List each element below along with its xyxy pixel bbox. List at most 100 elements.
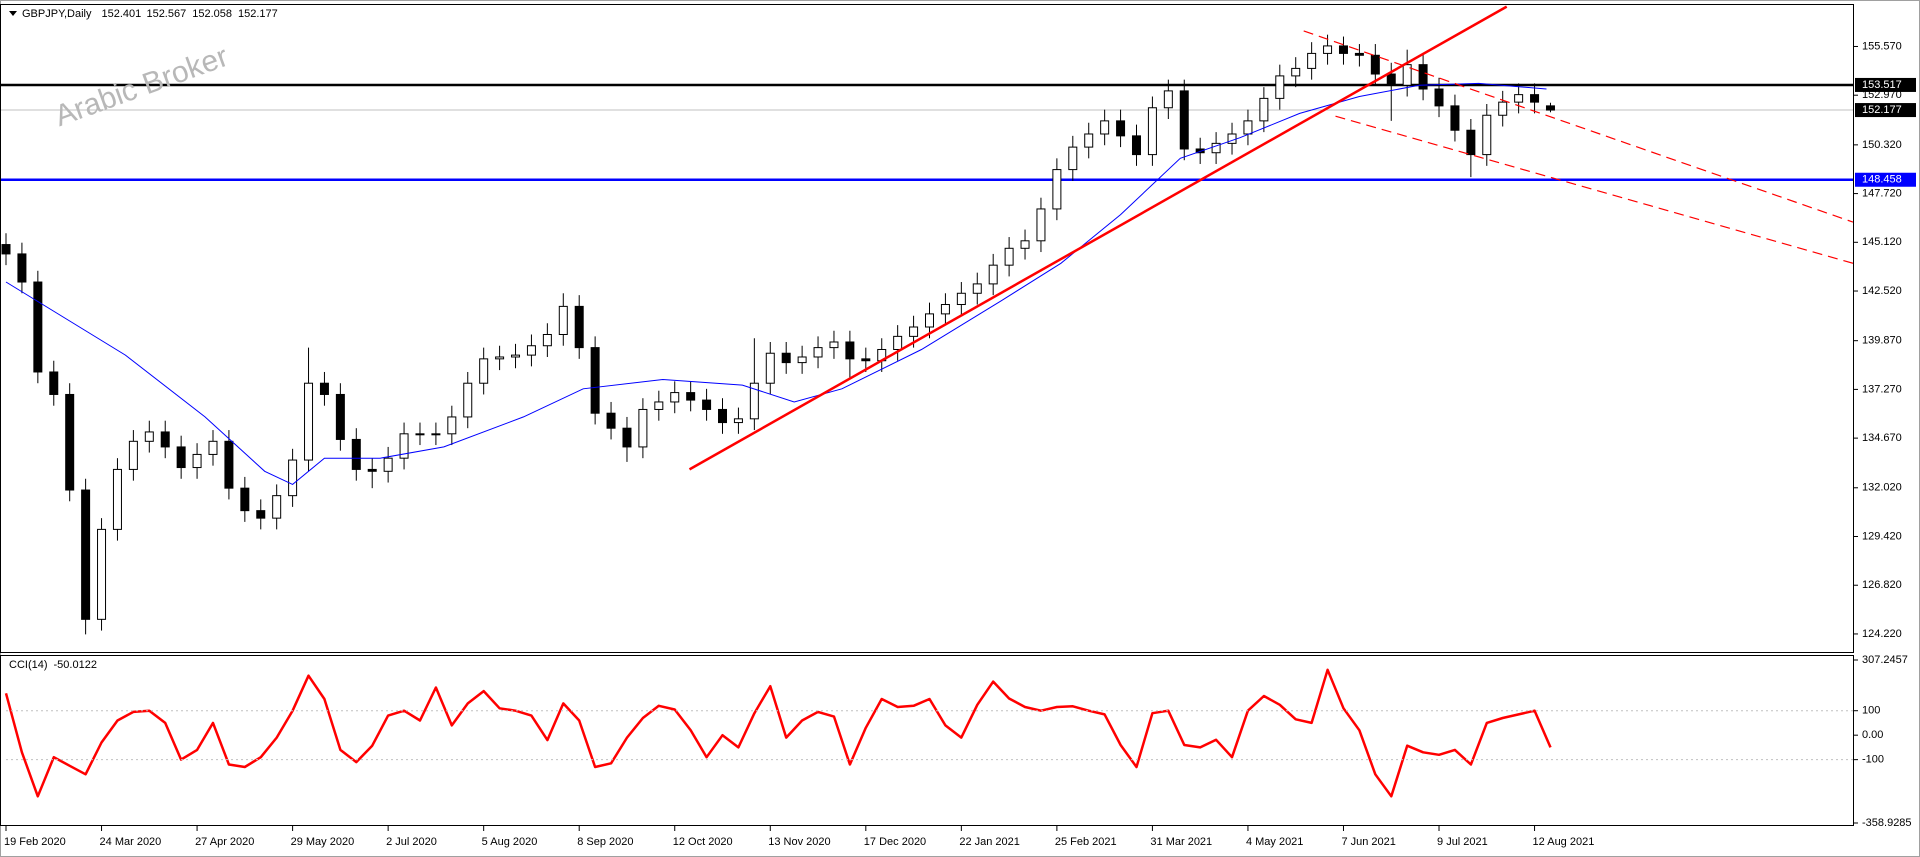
candle-body	[861, 358, 871, 362]
candle-body	[574, 305, 584, 349]
candle-body	[1211, 142, 1221, 154]
candle-body	[845, 341, 855, 360]
x-tick-label: 4 May 2021	[1246, 836, 1303, 848]
x-tick-label: 12 Oct 2020	[673, 836, 733, 848]
candle-body	[749, 382, 759, 420]
candle-body	[670, 392, 680, 403]
candle-body	[351, 438, 361, 470]
candle-body	[526, 345, 536, 356]
marks: 155.570 152.970 150.320 147.720 145.120 142.5…	[4, 40, 1912, 848]
candle-body	[495, 356, 505, 360]
trend-line	[688, 5, 1508, 471]
candle-body	[383, 457, 393, 472]
candle-body	[558, 305, 568, 335]
y-tick-label: 139.870	[1862, 335, 1902, 347]
candle-body	[33, 281, 43, 373]
candle-body	[1116, 120, 1126, 137]
candle-body	[542, 333, 552, 347]
y-tick-label: 126.820	[1862, 579, 1902, 591]
x-tick-label: 24 Mar 2020	[100, 836, 162, 848]
candle-body	[1020, 240, 1030, 249]
cci-title: CCI(14)	[9, 659, 48, 671]
candle-body	[511, 354, 521, 358]
candle-body	[1147, 107, 1157, 156]
y-tick-label: 134.670	[1862, 432, 1902, 444]
candle-body	[97, 528, 107, 620]
x-tick-label: 29 May 2020	[291, 836, 355, 848]
candle-body	[1243, 120, 1253, 135]
y-tick-label: 155.570	[1862, 40, 1902, 52]
candle-body	[288, 459, 298, 497]
x-tick-label: 2 Jul 2020	[386, 836, 437, 848]
candle-body	[1386, 73, 1396, 86]
candle-body	[447, 416, 457, 435]
header-low: 152.058	[192, 8, 232, 20]
moving-average	[5, 82, 1547, 485]
y-tick-label: 132.020	[1862, 482, 1902, 494]
candle-body	[319, 382, 329, 395]
cci-last-value: -50.0122	[54, 659, 97, 671]
candle-body	[272, 495, 282, 519]
candle-body	[176, 446, 186, 469]
y-tick-label: 0.00	[1862, 729, 1883, 741]
candle-body	[240, 487, 250, 512]
candle-body	[112, 468, 122, 530]
candle-body	[1450, 105, 1460, 131]
candle-body	[160, 431, 170, 448]
candle-body	[304, 382, 314, 461]
candle-body	[208, 440, 218, 455]
x-tick-label: 9 Jul 2021	[1437, 836, 1488, 848]
candle-body	[1131, 135, 1141, 156]
cci-header: CCI(14) -50.0122	[9, 659, 97, 671]
candle-body	[1227, 133, 1237, 144]
x-tick-label: 27 Apr 2020	[195, 836, 254, 848]
candle-body	[463, 382, 473, 418]
symbol-title: GBPJPY,Daily	[22, 8, 92, 20]
candle-body	[1307, 52, 1317, 69]
price-labels: 152.177 153.517 148.458	[1855, 77, 1916, 187]
y-tick-label: 152.970	[1862, 89, 1902, 101]
header-close: 152.177	[238, 8, 278, 20]
x-tick-label: 7 Jun 2021	[1341, 836, 1395, 848]
candle-body	[1291, 67, 1301, 77]
candle-body	[224, 440, 234, 489]
candle-body	[1195, 148, 1205, 154]
x-tick-label: 31 Mar 2021	[1150, 836, 1212, 848]
candle-body	[956, 292, 966, 306]
candle-body	[988, 264, 998, 285]
y-tick-label: 307.2457	[1862, 654, 1908, 666]
candle-body	[925, 313, 934, 328]
x-tick-label: 19 Feb 2020	[4, 836, 66, 848]
candle-body	[144, 431, 154, 442]
candle-body	[1482, 114, 1492, 156]
candle-body	[479, 358, 489, 384]
candle-body	[781, 352, 791, 364]
y-tick-label: 142.520	[1862, 285, 1902, 297]
main-panel	[0, 4, 1854, 653]
candle-body	[1068, 146, 1078, 171]
candle-body	[1004, 247, 1014, 266]
candle-body	[1498, 101, 1508, 116]
cci-panel	[0, 655, 1854, 826]
candle-body	[192, 453, 202, 469]
x-tick-label: 5 Aug 2020	[482, 836, 538, 848]
header-high: 152.567	[146, 8, 186, 20]
candle-body	[893, 335, 903, 350]
candle-body	[638, 408, 648, 448]
candle-body	[335, 393, 345, 440]
candle-body	[702, 399, 712, 410]
y-tick-label: 145.120	[1862, 236, 1902, 248]
price-label-box	[1855, 172, 1916, 187]
candle-body	[654, 401, 664, 410]
trend-line	[1303, 30, 1853, 223]
candle-body	[606, 412, 616, 429]
candle-body	[765, 352, 775, 384]
candle-body	[1545, 105, 1555, 111]
candle-body	[1338, 45, 1348, 54]
trend-line	[1335, 115, 1853, 264]
candle-body	[590, 347, 600, 414]
candle-body	[1323, 45, 1333, 54]
candle-body	[17, 253, 27, 283]
candle-body	[1434, 88, 1444, 107]
